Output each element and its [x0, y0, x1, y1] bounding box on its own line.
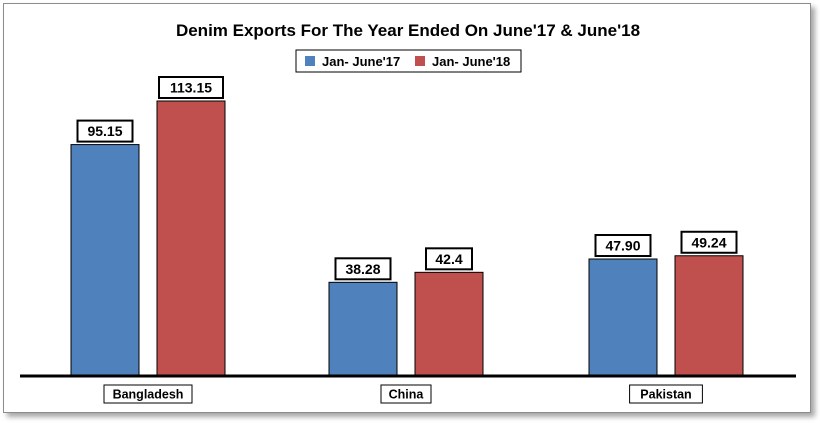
bar-pakistan-series-1: [588, 258, 658, 376]
legend: Jan- June'17 Jan- June'18: [295, 49, 522, 73]
category-label-china: China: [380, 384, 432, 404]
data-label-china-series-1: 38.28: [334, 257, 392, 281]
legend-swatch-jan-june18: [415, 56, 425, 66]
data-label-pakistan-series-2: 49.24: [680, 230, 738, 254]
category-label-box: [629, 384, 703, 404]
data-label-box: [594, 234, 652, 258]
data-label-box: [680, 230, 738, 254]
legend-swatch-jan-june17: [305, 56, 315, 66]
bar-china-series-1: [328, 281, 398, 376]
data-label-box: [425, 247, 473, 271]
category-labels-group: Bangladesh China Pakistan: [103, 384, 703, 404]
data-label-text: 49.24: [691, 234, 726, 250]
data-label-box: [334, 257, 392, 281]
data-label-text: 47.90: [605, 238, 640, 254]
data-label-bangladesh-series-2: 113.15: [158, 76, 224, 99]
data-label-text: 95.15: [87, 123, 122, 139]
category-label-text: Bangladesh: [113, 388, 184, 402]
data-label-box: [158, 76, 224, 99]
data-label-bangladesh-series-1: 95.15: [76, 119, 134, 143]
data-label-china-series-2: 42.4: [425, 247, 473, 271]
data-label-text: 38.28: [345, 261, 380, 277]
bars-group: [70, 100, 744, 376]
legend-label-jan-june17: Jan- June'17: [322, 54, 400, 69]
category-label-box: [103, 384, 193, 404]
legend-label-jan-june18: Jan- June'18: [432, 54, 510, 69]
bar-bangladesh-series-2: [156, 100, 226, 376]
bar-bangladesh-series-1: [70, 144, 140, 376]
legend-box: [295, 49, 522, 73]
category-label-bangladesh: Bangladesh: [103, 384, 193, 404]
data-label-text: 113.15: [170, 80, 212, 96]
data-label-text: 42.4: [435, 251, 462, 267]
bar-china-series-2: [414, 271, 484, 376]
data-labels-group: 95.15 113.15 38.28 42.4 47.90 49.24: [76, 76, 738, 281]
category-label-pakistan: Pakistan: [629, 384, 703, 404]
category-label-text: China: [389, 388, 425, 402]
category-label-text: Pakistan: [640, 388, 691, 402]
bar-pakistan-series-2: [674, 255, 744, 376]
category-label-box: [380, 384, 432, 404]
data-label-box: [76, 119, 134, 143]
chart-title: Denim Exports For The Year Ended On June…: [176, 21, 640, 40]
data-label-pakistan-series-1: 47.90: [594, 234, 652, 258]
